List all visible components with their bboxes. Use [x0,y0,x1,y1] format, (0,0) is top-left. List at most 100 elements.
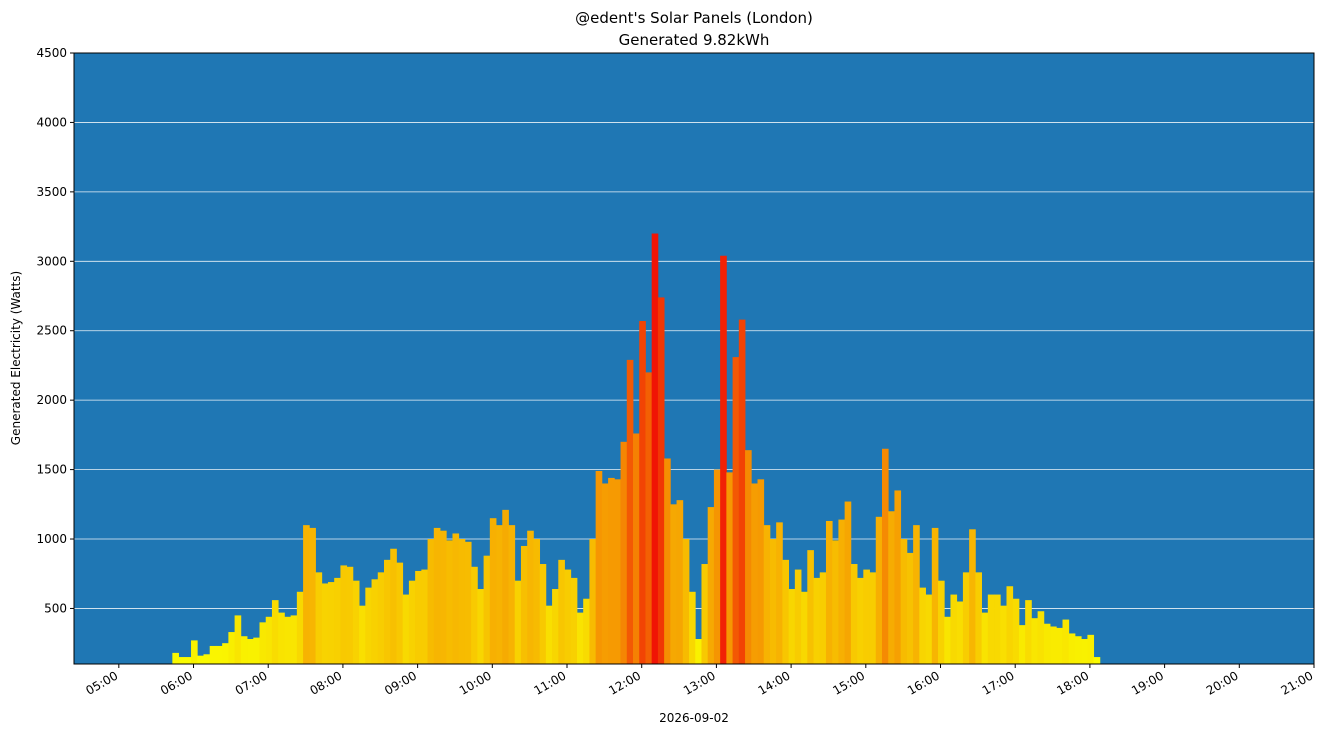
generation-bar [850,564,858,664]
x-tick-label: 11:00 [532,668,569,697]
generation-bar [508,525,516,664]
generation-bar [832,540,839,664]
x-tick-label: 06:00 [158,668,195,697]
generation-bar [265,616,273,664]
generation-bar [365,587,372,664]
generation-bar [489,518,497,664]
generation-bar [987,594,995,664]
generation-bar [464,541,472,664]
generation-bar [502,509,509,664]
x-tick-label: 12:00 [606,668,643,697]
generation-bar [371,579,379,664]
x-axis-label: 2026-09-02 [659,711,729,725]
generation-bar [527,530,534,664]
x-tick-label: 08:00 [307,668,344,697]
generation-bar [446,540,453,664]
y-tick-label: 3000 [36,254,67,268]
generation-bar [346,566,354,664]
y-axis-label: Generated Electricity (Watts) [9,271,23,445]
generation-bar [938,580,945,664]
generation-bar [857,577,864,664]
generation-bar [695,639,702,664]
generation-bar [863,569,870,664]
generation-bar [888,511,895,664]
generation-bar [496,525,503,664]
generation-bar [197,655,204,664]
generation-bar [801,591,808,664]
generation-bar [919,587,926,664]
generation-bar [589,539,597,664]
generation-bar [769,539,777,664]
generation-bar [570,577,578,664]
generation-bar [1018,625,1026,664]
y-tick-label: 3500 [36,185,67,199]
generation-bar [931,527,939,664]
x-tick-label: 07:00 [233,668,270,697]
generation-bar [514,580,522,664]
generation-bar [377,572,385,664]
generation-bar [788,589,796,664]
generation-bar [1068,633,1076,664]
generation-bar [421,569,428,664]
generation-bar [981,612,989,664]
generation-bar [944,616,951,664]
generation-bar [626,359,634,664]
generation-bar [763,525,771,664]
generation-bar [1043,623,1051,664]
generation-bar [452,533,460,664]
x-tick-label: 05:00 [83,668,120,697]
generation-bar [1006,586,1014,664]
y-axis: 500 1000 1500 2000 2500 3000 3500 4000 4500 [36,46,74,615]
generation-bar [1000,605,1007,664]
generation-bar [900,539,908,664]
generation-bar [1012,598,1020,664]
generation-bar [757,479,765,664]
x-tick-label: 09:00 [382,668,419,697]
generation-bar [707,507,715,664]
generation-bar [408,580,416,664]
generation-bar [881,448,889,664]
generation-bar [813,577,821,664]
generation-bar [645,372,653,664]
y-tick-label: 1000 [36,532,67,546]
generation-bar [670,504,677,664]
generation-bar [894,490,902,664]
generation-bar [1056,627,1063,664]
generation-bar [384,559,391,664]
generation-bar [745,450,752,664]
generation-bar [520,545,528,664]
generation-bar [234,615,242,664]
generation-bar [639,321,646,664]
generation-bar [956,601,964,664]
generation-bar [533,539,541,664]
generation-bar [732,357,740,664]
generation-bar [390,548,397,664]
bar-series [172,233,1101,665]
x-tick-label: 21:00 [1279,668,1316,697]
generation-bar [838,519,846,664]
generation-bar [191,640,198,664]
generation-bar [601,483,609,664]
generation-bar [1074,636,1082,664]
generation-bar [539,564,547,664]
generation-bar [869,572,877,664]
chart-subtitle: Generated 9.82kWh [619,31,770,49]
generation-bar [240,636,248,664]
generation-bar [975,572,982,664]
y-tick-label: 2500 [36,324,67,338]
generation-bar [253,637,260,664]
y-tick-label: 1500 [36,463,67,477]
generation-bar [1087,634,1095,664]
generation-bar [564,569,572,664]
generation-bar [807,550,814,664]
generation-bar [321,583,329,664]
generation-bar [203,654,211,664]
x-tick-label: 16:00 [905,668,942,697]
generation-bar [632,433,640,664]
generation-bar [1093,657,1101,664]
x-tick-label: 10:00 [457,668,494,697]
generation-bar [247,639,254,664]
generation-bar [713,469,721,664]
generation-bar [458,539,466,664]
